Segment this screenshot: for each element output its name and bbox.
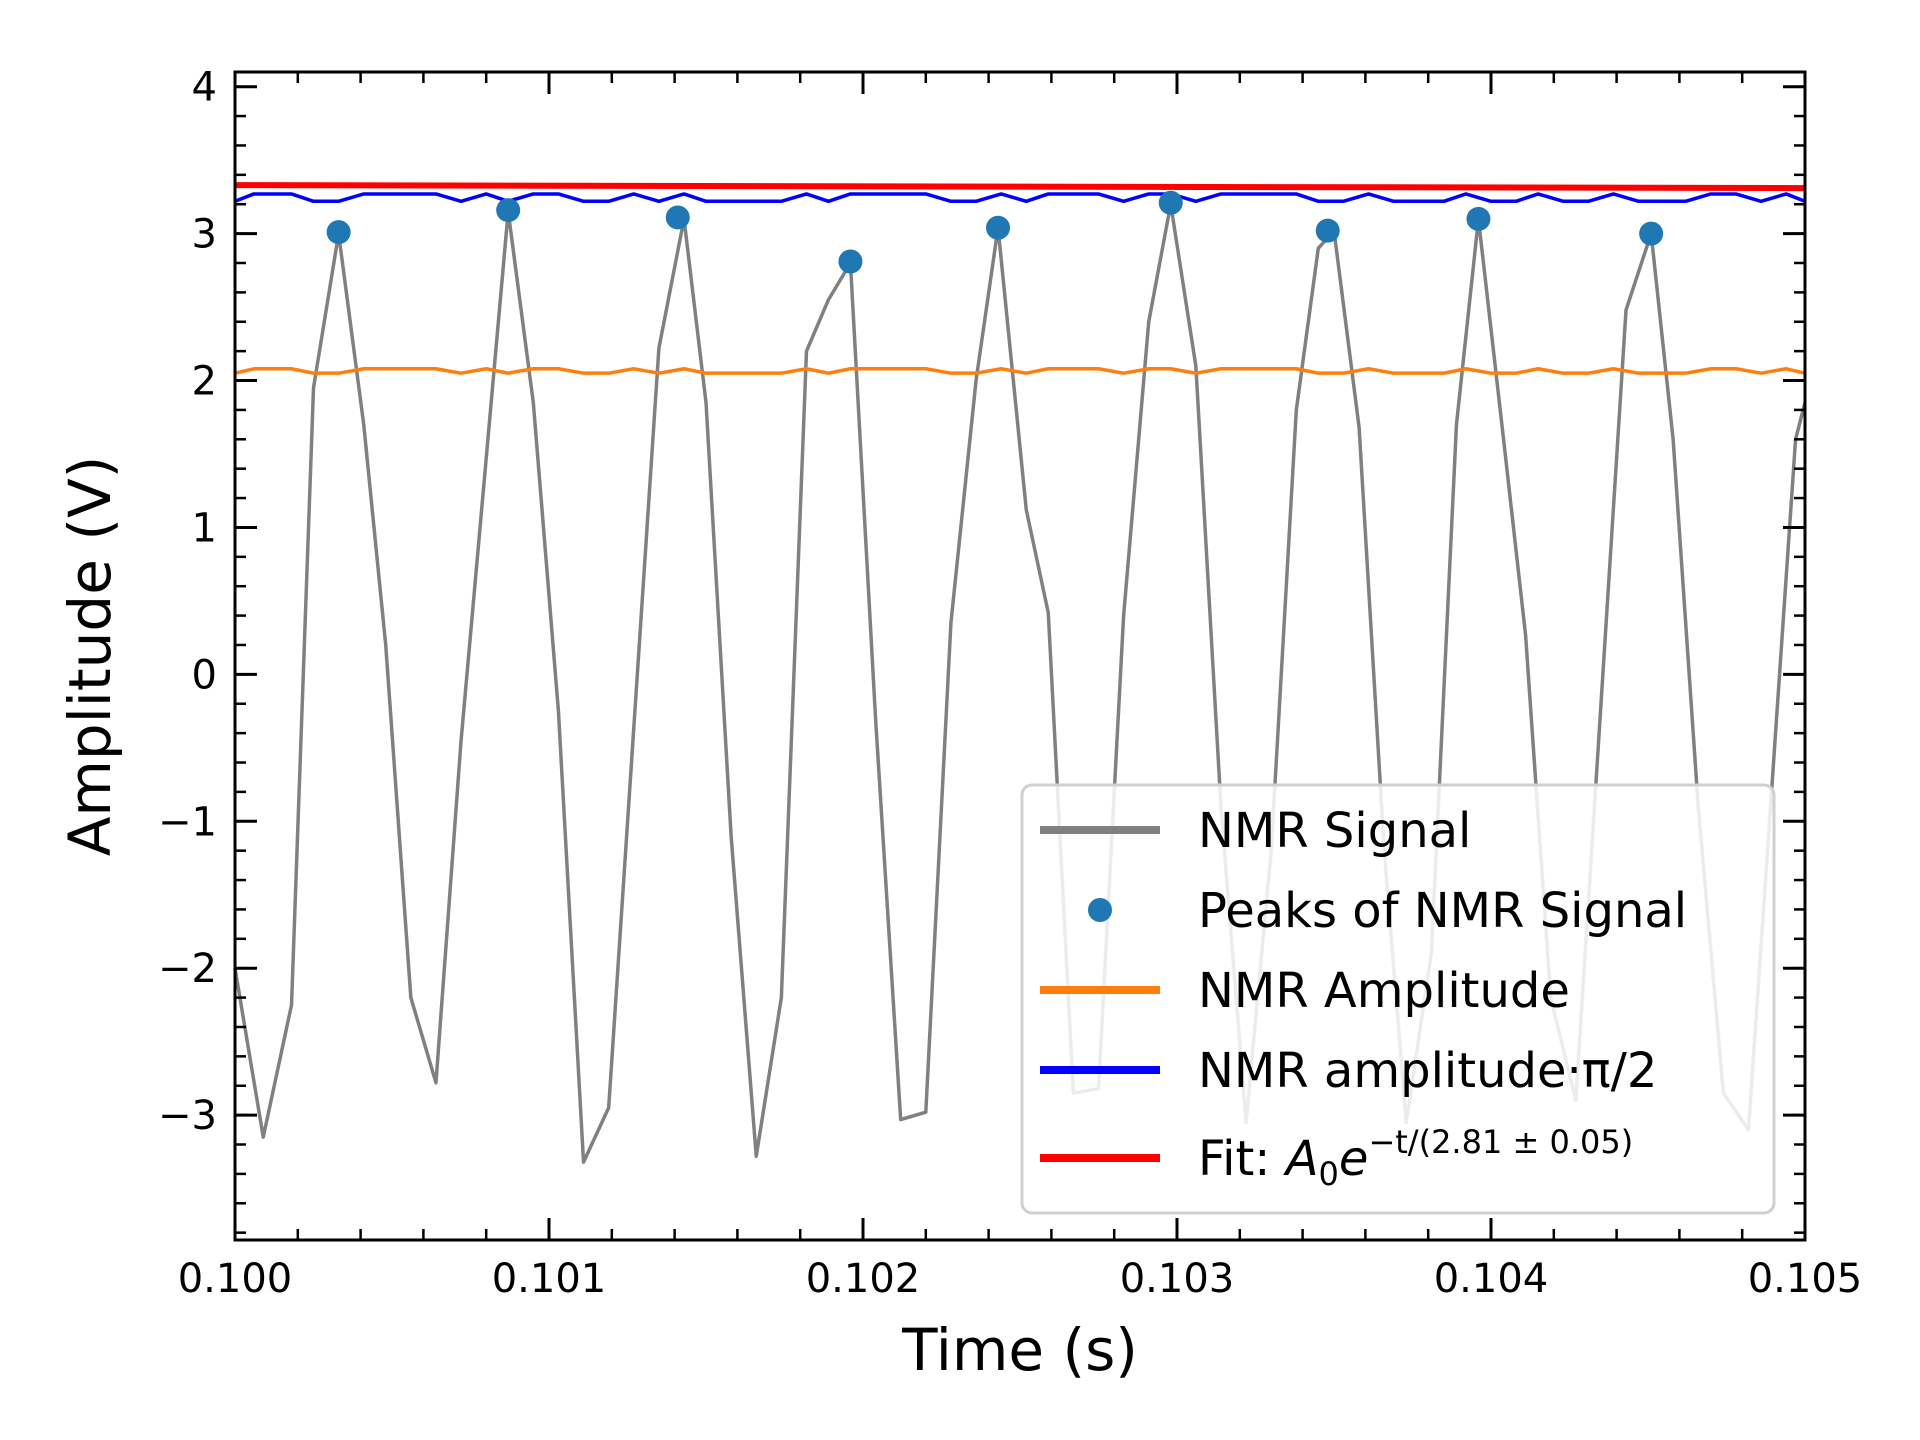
x-tick-label: 0.102 [806, 1256, 921, 1302]
y-tick-label: 2 [192, 359, 217, 405]
legend-fit-base: A [1283, 1131, 1319, 1187]
series-line-nmr-amplitude [234, 367, 1806, 375]
peak-point-4 [838, 249, 863, 274]
x-tick-label: 0.104 [1434, 1256, 1549, 1302]
legend-label-fit: Fit: A0e−t/(2.81 ± 0.05) [1198, 1123, 1633, 1193]
y-tick-label: 1 [192, 505, 217, 551]
peak-point-1 [326, 220, 351, 245]
y-tick-label: 0 [192, 652, 217, 698]
legend-label-peaks: Peaks of NMR Signal [1198, 883, 1687, 939]
peak-point-9 [1639, 221, 1664, 246]
series-line-nmr-signal [233, 202, 1807, 1164]
y-tick-label: −2 [158, 946, 217, 992]
peak-point-7 [1315, 218, 1340, 243]
peak-point-3 [665, 205, 690, 230]
series-line-fit [234, 182, 1806, 192]
y-tick-label: 3 [192, 212, 217, 258]
x-tick-label: 0.103 [1120, 1256, 1235, 1302]
peak-point-2 [496, 198, 521, 223]
legend-box [1020, 783, 1776, 1215]
peak-point-5 [986, 215, 1011, 240]
legend-fit-exponent: −t/(2.81 ± 0.05) [1368, 1123, 1633, 1161]
tick-layer: 0.100 0.101 0.102 0.103 0.104 0.105 −3 −2 −1 0 1 2 3… [158, 65, 1862, 1302]
legend-fit-prefix: Fit: [1198, 1131, 1286, 1187]
x-tick-label: 0.101 [492, 1256, 607, 1302]
legend-fit-e: e [1339, 1131, 1369, 1187]
legend-fit-subscript: 0 [1319, 1155, 1339, 1193]
series-layer [233, 182, 1807, 1164]
y-tick-label: −1 [158, 799, 217, 845]
legend: NMR Signal Peaks of NMR Signal NMR Ampli… [1020, 783, 1776, 1215]
peak-point-6 [1158, 190, 1183, 215]
x-axis-label: Time (s) [901, 1316, 1138, 1384]
x-tick-label: 0.100 [178, 1256, 293, 1302]
legend-label-nmr-amplitude-pi2: NMR amplitude·π/2 [1198, 1043, 1657, 1099]
legend-label-nmr-amplitude: NMR Amplitude [1198, 963, 1570, 1019]
y-tick-label: −3 [158, 1093, 217, 1139]
plot-frame [233, 70, 1807, 1242]
legend-label-nmr-signal: NMR Signal [1198, 803, 1471, 859]
y-axis-label: Amplitude (V) [56, 456, 124, 857]
peak-point-8 [1466, 206, 1491, 231]
x-tick-label: 0.105 [1748, 1256, 1863, 1302]
y-tick-label: 4 [192, 65, 217, 111]
legend-swatch-peaks [1088, 898, 1112, 922]
